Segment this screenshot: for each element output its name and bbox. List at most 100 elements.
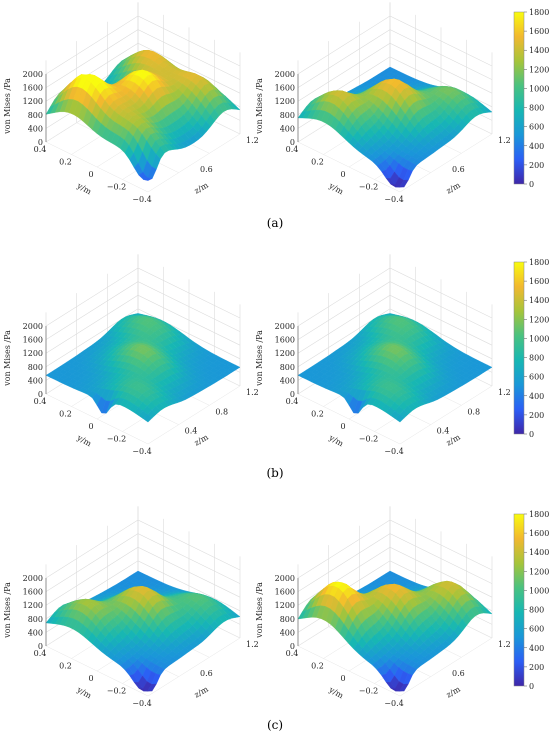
grid-line bbox=[45, 393, 149, 445]
surface-mesh bbox=[45, 313, 241, 423]
y-tick-label: 0.2 bbox=[59, 158, 72, 167]
z-tick-label: 1600 bbox=[23, 588, 43, 597]
z-axis-label: von Mises /Pa bbox=[3, 330, 12, 387]
y-tick-label: 0.2 bbox=[311, 158, 324, 167]
y-tick-label: 0.2 bbox=[311, 662, 324, 671]
y-axis-label: y/m bbox=[75, 433, 94, 449]
colorbar-tick-label: 200 bbox=[529, 663, 544, 672]
z-tick-label: 1200 bbox=[275, 349, 295, 358]
y-tick-label: −0.2 bbox=[107, 687, 126, 696]
colorbar-tick-label: 1400 bbox=[529, 46, 549, 55]
colorbar-gradient bbox=[513, 261, 525, 435]
depth-axis: 0.6 1.2 z/m bbox=[445, 136, 511, 196]
y-tick-label: −0.2 bbox=[107, 435, 126, 444]
depth-tick-label: 1.2 bbox=[246, 136, 259, 145]
z-tick-label: 800 bbox=[280, 615, 295, 624]
z-tick-label: 2000 bbox=[275, 70, 295, 79]
depth-tick-label: 1.2 bbox=[498, 640, 511, 649]
y-tick-label: 0.4 bbox=[286, 649, 299, 658]
depth-axis-label: z/m bbox=[193, 180, 210, 195]
z-tick-label: 800 bbox=[280, 363, 295, 372]
y-tick-label: 0.4 bbox=[286, 397, 299, 406]
z-tick-label: 1200 bbox=[23, 349, 43, 358]
surface-chart-a-right: 0 400 800 1200 1600 2000 von Mises /Pa 0.4 0.2 0 −… bbox=[255, 2, 511, 204]
depth-tick-label: 0.6 bbox=[200, 669, 213, 678]
depth-tick-label: 0.8 bbox=[467, 407, 480, 416]
colorbar: 1800 1600 1400 1200 1000 800 600 400 200 0 bbox=[513, 258, 549, 439]
grid-line bbox=[399, 133, 493, 193]
colorbar-tick-label: 200 bbox=[529, 411, 544, 420]
colorbar-tick-label: 0 bbox=[529, 430, 534, 439]
grid-line bbox=[399, 385, 493, 445]
grid-line bbox=[399, 637, 493, 697]
z-axis-label: von Mises /Pa bbox=[255, 78, 264, 135]
y-tick-label: 0.4 bbox=[286, 145, 299, 154]
z-axis-label: von Mises /Pa bbox=[255, 582, 264, 639]
y-tick-label: 0 bbox=[340, 674, 345, 683]
surface-patch bbox=[143, 414, 153, 423]
surface-mesh bbox=[45, 49, 241, 181]
surface-chart-a-left: 0 400 800 1200 1600 2000 von Mises /Pa 0.4 0.2 0 −… bbox=[3, 2, 259, 204]
z-tick-label: 2000 bbox=[23, 574, 43, 583]
z-tick-label: 800 bbox=[28, 111, 43, 120]
panel-caption: (c) bbox=[267, 718, 283, 732]
z-tick-label: 0 bbox=[290, 642, 295, 651]
z-tick-label: 800 bbox=[28, 363, 43, 372]
colorbar-tick-label: 1200 bbox=[529, 65, 549, 74]
surface-mesh bbox=[297, 313, 493, 423]
surface-patch bbox=[395, 690, 405, 692]
z-tick-label: 0 bbox=[38, 642, 43, 651]
grid-line bbox=[147, 637, 241, 697]
depth-tick-label: 1.2 bbox=[246, 640, 259, 649]
y-axis-label: y/m bbox=[327, 433, 346, 449]
colorbar-gradient bbox=[513, 513, 525, 687]
grid-line bbox=[45, 645, 149, 697]
z-tick-label: 400 bbox=[280, 628, 295, 637]
colorbar-tick-label: 800 bbox=[529, 104, 544, 113]
colorbar-tick-label: 1800 bbox=[529, 510, 549, 519]
z-tick-label: 400 bbox=[28, 376, 43, 385]
grid-line bbox=[147, 133, 241, 193]
z-tick-label: 1600 bbox=[275, 336, 295, 345]
colorbar-tick-label: 600 bbox=[529, 373, 544, 382]
colorbar-tick-label: 600 bbox=[529, 123, 544, 132]
depth-axis: 0.6 1.2 z/m bbox=[445, 640, 511, 700]
depth-tick-label: 0.6 bbox=[452, 669, 465, 678]
z-tick-label: 0 bbox=[290, 138, 295, 147]
colorbar-tick-label: 1800 bbox=[529, 8, 549, 17]
y-tick-label: −0.4 bbox=[384, 195, 403, 204]
z-tick-label: 2000 bbox=[23, 322, 43, 331]
z-axis-label: von Mises /Pa bbox=[255, 330, 264, 387]
y-tick-label: −0.4 bbox=[132, 195, 151, 204]
depth-tick-label: 0.4 bbox=[185, 427, 198, 436]
depth-axis-label: z/m bbox=[445, 180, 462, 195]
colorbar-tick-label: 1600 bbox=[529, 529, 549, 538]
depth-axis: 0.40.81.2z/m bbox=[185, 388, 259, 448]
colorbar-tick-label: 400 bbox=[529, 142, 544, 151]
y-tick-label: 0.2 bbox=[59, 662, 72, 671]
z-axis: 0 400 800 1200 1600 2000 von Mises /Pa bbox=[255, 574, 299, 651]
colorbar-tick-label: 1800 bbox=[529, 258, 549, 267]
z-axis-label: von Mises /Pa bbox=[3, 582, 12, 639]
y-tick-label: −0.4 bbox=[384, 699, 403, 708]
z-tick-label: 1200 bbox=[23, 601, 43, 610]
z-tick-label: 400 bbox=[280, 124, 295, 133]
surface-mesh bbox=[297, 570, 493, 692]
y-tick-label: −0.2 bbox=[107, 183, 126, 192]
z-tick-label: 0 bbox=[38, 390, 43, 399]
colorbar-tick-label: 600 bbox=[529, 625, 544, 634]
z-axis-label: von Mises /Pa bbox=[3, 78, 12, 135]
colorbar-tick-label: 0 bbox=[529, 682, 534, 691]
depth-axis-label: z/m bbox=[445, 684, 462, 699]
colorbar-tick-label: 1200 bbox=[529, 315, 549, 324]
y-axis-label: y/m bbox=[327, 181, 346, 197]
z-axis: 0 400 800 1200 1600 2000 von Mises /Pa bbox=[3, 70, 47, 147]
depth-tick-label: 0.6 bbox=[200, 165, 213, 174]
surface-patch bbox=[395, 414, 405, 423]
colorbar-tick-label: 1600 bbox=[529, 277, 549, 286]
colorbar-tick-label: 1000 bbox=[529, 84, 549, 93]
panel-caption: (b) bbox=[266, 466, 283, 480]
surface-chart-c-right: 0 400 800 1200 1600 2000 von Mises /Pa 0.4 0.2 0 −… bbox=[255, 506, 511, 708]
grid-line bbox=[147, 385, 241, 445]
